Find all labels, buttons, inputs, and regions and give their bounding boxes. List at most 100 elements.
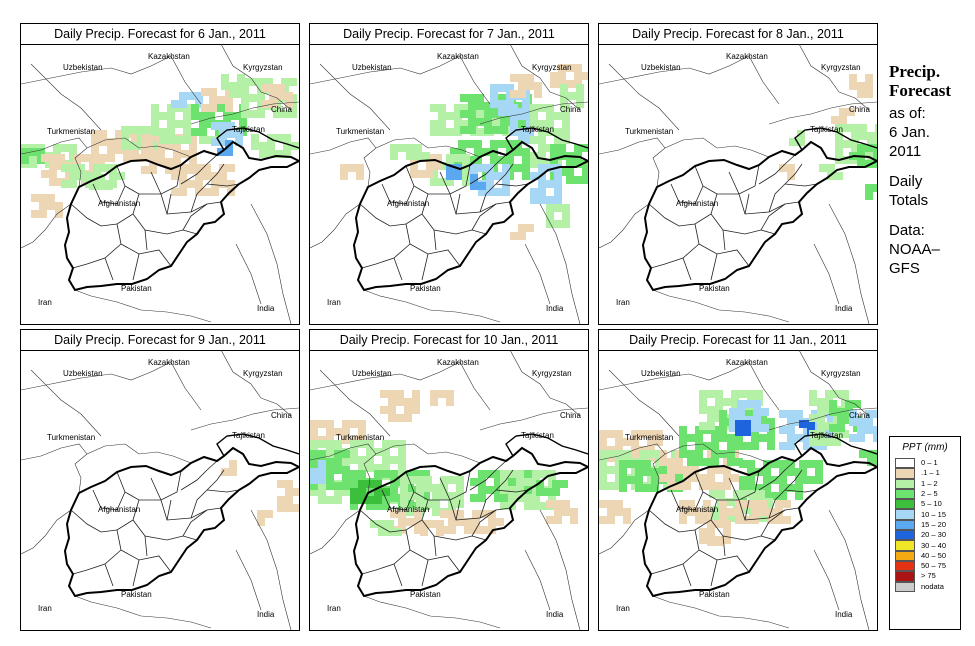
precip-cell	[679, 516, 687, 524]
sidebar-title-line2: Forecast	[889, 81, 951, 100]
precip-cell	[607, 500, 615, 508]
precip-cell	[486, 486, 494, 494]
precip-cell	[829, 400, 837, 408]
tajikistan-border	[794, 433, 877, 457]
precip-cell	[438, 128, 446, 136]
precip-cell	[249, 110, 257, 118]
precip-cell	[342, 456, 350, 464]
precip-cell	[350, 502, 358, 510]
precip-cell	[179, 164, 187, 172]
precip-cell	[715, 538, 723, 546]
precip-cell	[851, 140, 859, 148]
data-source-line2: GFS	[889, 260, 920, 277]
precip-cell	[518, 90, 526, 98]
precip-cell	[456, 476, 464, 484]
country-label-kyrgyzstan: Kyrgyzstan	[821, 369, 861, 378]
precip-cell	[382, 494, 390, 502]
border-line	[509, 350, 551, 399]
province-border	[648, 193, 718, 227]
precip-cell	[544, 488, 552, 496]
totals-line1: Daily	[889, 173, 923, 190]
precip-cell	[416, 484, 424, 492]
precip-cell	[607, 430, 615, 438]
precip-cell	[841, 390, 849, 398]
precip-cell	[69, 172, 77, 180]
precip-cell	[875, 458, 877, 466]
precip-cell	[486, 164, 494, 172]
precip-cell	[731, 390, 739, 398]
precip-cell	[115, 138, 123, 146]
precip-cell	[719, 426, 727, 434]
precip-cell	[679, 450, 687, 458]
precip-cell	[707, 530, 715, 538]
precip-cell	[49, 170, 57, 178]
country-label-kyrgyzstan: Kyrgyzstan	[243, 369, 283, 378]
precip-cell	[530, 120, 538, 128]
precip-cell	[699, 406, 707, 414]
precip-cell	[526, 82, 534, 90]
precip-cell	[755, 390, 763, 398]
precip-cell	[554, 196, 562, 204]
precip-cell	[699, 530, 707, 538]
province-border	[495, 183, 529, 187]
legend-label: nodata	[921, 581, 944, 591]
country-label-pakistan: Pakistan	[410, 284, 441, 293]
precip-cell	[767, 426, 775, 434]
precip-cell	[715, 466, 723, 474]
precip-cell	[41, 154, 49, 162]
precip-cell	[619, 476, 627, 484]
precip-cell	[522, 156, 530, 164]
border-line	[319, 63, 391, 131]
precip-cell	[695, 442, 703, 450]
precip-cell	[249, 78, 257, 86]
precip-cell	[741, 506, 749, 514]
precip-cell	[546, 212, 554, 220]
legend-item: 1 – 2	[890, 478, 960, 489]
precip-cell	[510, 90, 518, 98]
precip-cell	[607, 450, 615, 458]
precip-cell	[546, 164, 554, 172]
precip-cell	[667, 474, 675, 482]
country-label-iran: Iran	[38, 604, 52, 613]
province-border	[760, 203, 786, 231]
country-label-kazakhstan: Kazakhstan	[148, 52, 190, 61]
precip-cell	[151, 128, 159, 136]
precip-cell	[382, 440, 390, 448]
precip-cell	[817, 422, 825, 430]
precip-cell	[498, 156, 506, 164]
precip-cell	[195, 164, 203, 172]
precip-cell	[627, 460, 635, 468]
precip-cell	[478, 112, 486, 120]
precip-cell	[189, 134, 197, 142]
legend-swatch	[895, 488, 915, 500]
precip-cell	[448, 500, 456, 508]
legend-item: 50 – 75	[890, 560, 960, 572]
precip-cell	[414, 526, 422, 534]
precip-cell	[115, 146, 123, 154]
province-border	[92, 489, 126, 511]
precip-cell	[310, 420, 318, 428]
precip-cell	[145, 126, 153, 134]
precip-cell	[514, 148, 522, 156]
country-label-turkmenistan: Turkmenistan	[336, 433, 384, 442]
precip-cell	[342, 428, 350, 436]
precip-cell	[719, 410, 727, 418]
precip-cell	[267, 134, 275, 142]
precip-cell	[522, 164, 530, 172]
border-line	[768, 407, 877, 431]
precip-cell	[775, 500, 783, 508]
precip-cell	[366, 486, 374, 494]
country-label-kazakhstan: Kazakhstan	[726, 358, 768, 367]
precip-cell	[366, 496, 374, 504]
border-line	[310, 443, 377, 461]
province-border	[722, 535, 726, 557]
border-line	[509, 44, 551, 93]
precip-cell	[751, 500, 759, 508]
province-border	[104, 563, 114, 587]
precip-cell	[269, 92, 277, 100]
precip-cell	[326, 482, 334, 490]
legend-label: .1 – 1	[921, 468, 940, 478]
precip-cell	[607, 516, 615, 524]
precip-cell	[21, 148, 29, 156]
precip-cell	[412, 406, 420, 414]
